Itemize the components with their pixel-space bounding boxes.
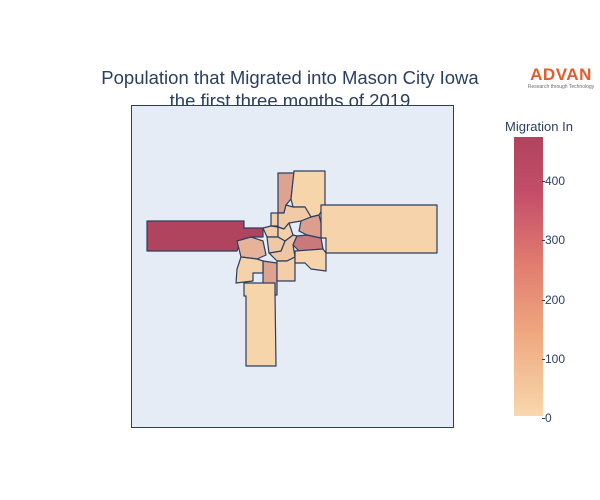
colorbar-tick: 200 (541, 293, 566, 307)
region-core-a[interactable] (262, 225, 279, 238)
region-core-c[interactable] (266, 236, 286, 254)
colorbar-tick: 400 (541, 174, 566, 188)
region-southwest[interactable] (235, 256, 264, 284)
region-southeast[interactable] (294, 248, 327, 272)
colorbar (514, 137, 543, 416)
choropleth-map (146, 170, 438, 367)
region-center-east-top[interactable] (298, 214, 322, 239)
region-south-arm[interactable] (243, 282, 277, 367)
logo-wordmark: ADVAN (530, 65, 592, 84)
brand-logo: ADVAN Research through Technology (527, 66, 599, 92)
colorbar-tick: 300 (541, 233, 566, 247)
region-south-center[interactable] (276, 256, 296, 282)
region-east-arm[interactable] (320, 204, 438, 254)
logo-tagline: Research through Technology (527, 84, 595, 90)
colorbar-tick: 100 (541, 352, 566, 366)
colorbar-title: Migration In (505, 119, 573, 134)
title-line-1: Population that Migrated into Mason City… (101, 67, 479, 88)
region-north-small[interactable] (270, 212, 279, 227)
region-center-west[interactable] (236, 236, 267, 260)
map-area[interactable] (131, 105, 454, 428)
colorbar-tick: 0 (542, 411, 552, 425)
